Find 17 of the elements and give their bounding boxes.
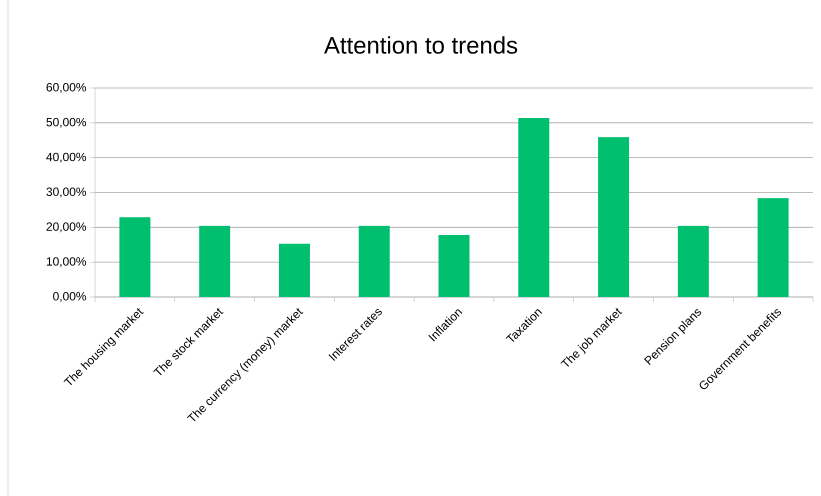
chart-title: Attention to trends [324,36,518,54]
bar [438,234,470,297]
bar [278,244,310,297]
bar [598,137,630,297]
y-tick-label: 30,00% [46,188,86,198]
bar [758,198,789,297]
bar [358,226,390,297]
y-tick-label: 50,00% [46,118,86,128]
bar [119,217,150,297]
y-tick-label: 40,00% [46,152,86,163]
y-tick-label: 60,00% [46,83,86,93]
y-tick-label: 0,00% [53,292,86,302]
bar [518,118,550,297]
bar [199,226,230,297]
y-tick-label: 10,00% [46,257,86,268]
y-tick-label: 20,00% [46,222,86,232]
bar [678,226,709,297]
